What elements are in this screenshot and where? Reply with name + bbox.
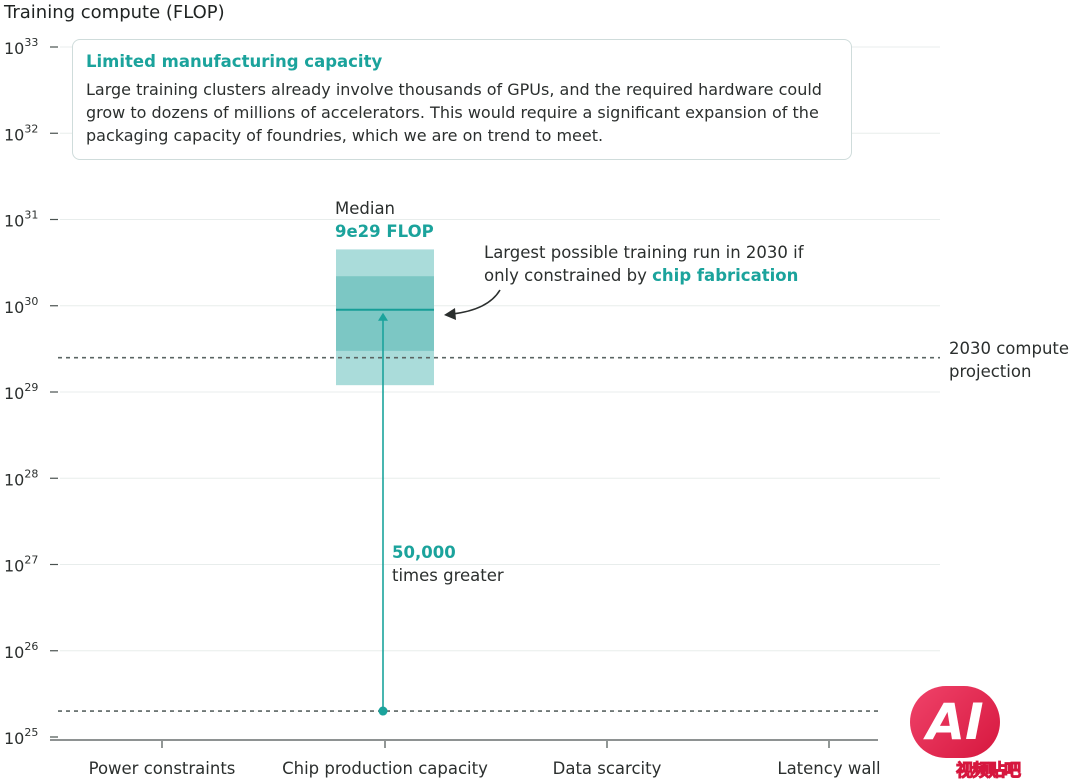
y-tick-label: 1028 [4,467,38,489]
watermark-text: 视频贴吧 [956,761,1022,782]
y-tick-label: 1032 [4,122,38,144]
projection-label: 2030 compute projection [949,337,1069,383]
callout-line-1: Largest possible training run in 2030 if [484,243,804,262]
inner-range-band [336,276,434,351]
callout-text: Largest possible training run in 2030 if… [484,241,804,287]
callout-arrow [444,289,501,320]
x-axis: Power constraints Chip production capacit… [50,739,881,778]
y-tick-label: 1026 [4,640,38,662]
y-tick-label: 1031 [4,209,38,231]
callout-highlight: chip fabrication [652,266,799,285]
annotation-body: Large training clusters already involve … [86,80,822,145]
y-axis-title: Training compute (FLOP) [4,2,225,23]
x-tick-label: Power constraints [89,759,236,778]
watermark-ai-badge: AI [910,686,1000,758]
x-tick-label: Data scarcity [553,759,662,778]
y-axis-ticks: 1025 1026 1027 1028 1029 1030 1031 1032 1033 [4,36,58,748]
ratio-arrow-origin-dot [378,706,388,716]
ratio-text-label: times greater [392,566,504,585]
y-tick-label: 1030 [4,295,38,317]
watermark-logo: AI 视频贴吧 [900,680,1022,782]
ratio-arrow [378,312,388,716]
callout-line-2: only constrained by chip fabrication [484,264,804,287]
range-bands [336,249,434,386]
x-tick-label: Latency wall [777,759,880,778]
y-tick-label: 1029 [4,381,38,403]
callout-line-2-prefix: only constrained by [484,266,653,285]
median-value-label: 9e29 FLOP [335,222,434,241]
y-tick-label: 1025 [4,726,38,748]
projection-label-line-2: projection [949,362,1032,381]
projection-label-line-1: 2030 compute [949,339,1070,358]
callout-arrow-head [444,308,456,320]
annotation-title: Limited manufacturing capacity [86,52,383,71]
ratio-arrow-head [378,312,388,321]
annotation-box: Limited manufacturing capacity Large tra… [72,39,852,160]
callout-arrow-curve [451,289,501,315]
median-label: Median [335,199,396,218]
x-tick-label: Chip production capacity [282,759,488,778]
reference-lines [58,356,940,712]
y-tick-label: 1033 [4,36,38,58]
ratio-value-label: 50,000 [392,543,456,562]
y-tick-label: 1027 [4,554,38,576]
